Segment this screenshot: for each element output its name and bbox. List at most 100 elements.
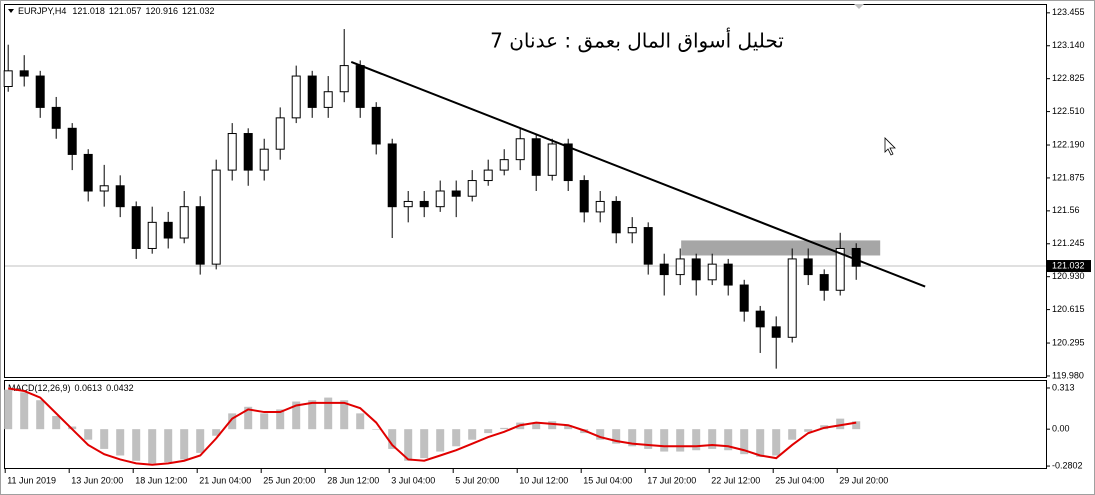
candle-body: [547, 143, 557, 176]
macd-bar: [532, 422, 541, 430]
macd-bar: [308, 400, 317, 430]
macd-bar: [260, 413, 269, 430]
candle-body: [147, 221, 157, 249]
candle-body: [211, 169, 221, 265]
macd-bar: [468, 429, 477, 440]
macd-bar: [276, 409, 285, 430]
signal-line: [8, 387, 857, 466]
macd-bar: [212, 429, 221, 436]
candle-body: [499, 159, 509, 171]
y-tick-label: 121.875: [1052, 172, 1085, 182]
x-tick-label: 15 Jul 04:00: [583, 475, 632, 485]
macd-bar: [484, 429, 493, 434]
macd-bar: [436, 429, 445, 452]
candle-body: [563, 143, 573, 182]
macd-bar: [500, 427, 509, 430]
candle-body: [243, 133, 253, 171]
candle-body: [355, 65, 365, 108]
macd-bar: [788, 429, 797, 440]
trendline: [350, 61, 926, 288]
candle-body: [787, 258, 797, 338]
macd-bar: [772, 429, 781, 456]
candle-body: [467, 180, 477, 197]
x-tick-label: 29 Jul 20:00: [839, 475, 888, 485]
candle-body: [371, 106, 381, 145]
candle-body: [67, 127, 77, 155]
candle-body: [803, 258, 813, 276]
candle-body: [451, 190, 461, 197]
macd-bar: [132, 429, 141, 461]
macd-header: MACD(12,26,9) 0.0613 0.0432: [8, 383, 134, 393]
macd-bar: [148, 429, 157, 464]
y-tick-label: 120.930: [1052, 271, 1085, 281]
macd-bar: [724, 429, 733, 451]
macd-bar: [852, 421, 861, 430]
candle-body: [35, 75, 45, 108]
macd-bar: [564, 425, 573, 430]
macd-bar: [180, 429, 189, 460]
candle-body: [595, 200, 605, 213]
macd-bar: [100, 429, 109, 449]
macd-bar: [692, 429, 701, 451]
y-tick-label: 122.825: [1052, 73, 1085, 83]
y-tick-label: 121.245: [1052, 238, 1085, 248]
price-label: 121.032: [1052, 260, 1085, 270]
y-tick-label: 122.190: [1052, 139, 1085, 149]
candle-body: [51, 106, 61, 129]
x-tick-label: 11 Jun 2019: [7, 475, 56, 485]
macd-bar: [356, 413, 365, 430]
macd-bar: [804, 429, 813, 432]
candle-body: [259, 148, 269, 171]
x-tick-label: 21 Jun 04:00: [199, 475, 251, 485]
candle-body: [435, 190, 445, 208]
candle-body: [739, 284, 749, 312]
macd-reading: 0.0613: [75, 383, 103, 393]
candle-body: [99, 185, 109, 192]
symbol: EURJPY,H4: [18, 6, 66, 16]
candle-body: [163, 221, 173, 239]
candle-body: [19, 70, 29, 77]
price-box: [1047, 260, 1091, 273]
resistance-zone: [681, 240, 881, 256]
candle-body: [771, 326, 781, 338]
menu-arrow[interactable]: [8, 9, 14, 13]
y-tick-label: 123.140: [1052, 40, 1085, 50]
open: 121.018: [72, 6, 105, 16]
macd-bar: [4, 389, 13, 430]
y-tick-label: 119.980: [1052, 370, 1084, 380]
candle-body: [179, 206, 189, 239]
macd-bar: [324, 397, 333, 430]
macd-bar: [116, 429, 125, 456]
x-tick-label: 25 Jul 04:00: [775, 475, 824, 485]
candle-body: [835, 247, 845, 291]
macd-bar: [84, 429, 93, 440]
candle-body: [291, 75, 301, 119]
price-pane: [4, 4, 1047, 378]
x-tick-label: 3 Jul 04:00: [391, 475, 435, 485]
low: 120.916: [145, 6, 178, 16]
macd-bar: [20, 392, 29, 430]
high: 121.057: [109, 6, 142, 16]
candle-body: [195, 206, 205, 265]
macd-bar: [548, 421, 557, 430]
x-tick-label: 13 Jun 20:00: [71, 475, 123, 485]
candle-body: [275, 117, 285, 150]
y-tick-label: 120.295: [1052, 337, 1085, 347]
mouse-cursor: [884, 137, 896, 156]
candle-body: [579, 180, 589, 213]
macd-bar: [836, 418, 845, 430]
candle-body: [755, 310, 765, 328]
indicator: MACD(12,26,9): [8, 383, 71, 393]
macd-bar: [756, 429, 765, 457]
candle-body: [611, 200, 621, 234]
candle-body: [691, 258, 701, 281]
x-tick-label: 18 Jun 12:00: [135, 475, 187, 485]
signal-reading: 0.0432: [106, 383, 134, 393]
candle-body: [115, 185, 125, 208]
y-tick-label: 120.615: [1052, 304, 1085, 314]
chart-title: تحليل أسواق المال بعمق : عدنان 7: [490, 28, 784, 53]
macd-bar: [612, 429, 621, 444]
x-tick-label: 28 Jun 12:00: [327, 475, 379, 485]
macd-bar: [596, 429, 605, 440]
